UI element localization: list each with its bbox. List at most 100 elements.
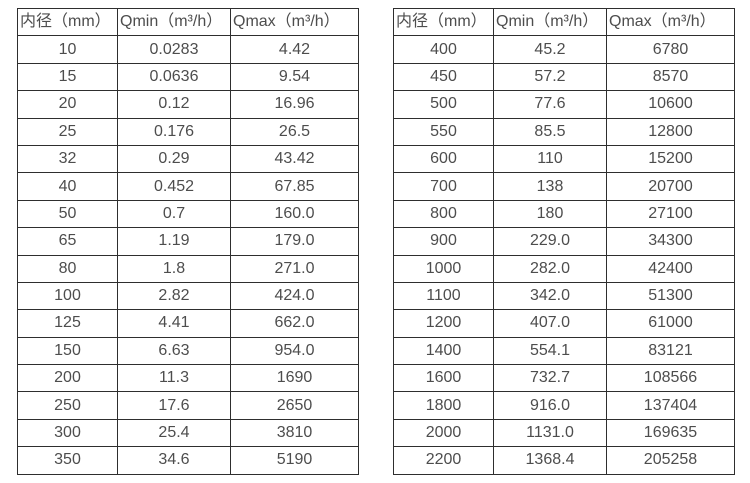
table-cell: 108566 — [606, 364, 735, 393]
header-row: 内径（mm） Qmin（m³/h） Qmax（m³/h） — [393, 7, 735, 37]
table-cell: 100 — [17, 281, 118, 311]
table-cell: 20700 — [606, 172, 735, 201]
table-cell: 65 — [17, 227, 118, 256]
table-cell: 5190 — [230, 446, 359, 475]
table-cell: 424.0 — [230, 281, 359, 311]
table-cell: 271.0 — [230, 254, 359, 283]
table-row: 125 4.41 662.0 — [17, 309, 359, 338]
table-row: 50 0.7 160.0 — [17, 199, 359, 229]
table-cell: 0.7 — [117, 199, 231, 229]
table-cell: 150 — [17, 336, 118, 366]
table-cell: 10600 — [606, 90, 735, 119]
table-cell: 282.0 — [493, 254, 607, 283]
table-cell: 12800 — [606, 117, 735, 146]
table-cell: 34300 — [606, 227, 735, 256]
table-row: 15 0.0636 9.54 — [17, 62, 359, 92]
table-row: 900 229.0 34300 — [393, 227, 735, 256]
table-cell: 954.0 — [230, 336, 359, 366]
table-row: 800 180 27100 — [393, 199, 735, 229]
table-cell: 83121 — [606, 336, 735, 366]
table-cell: 85.5 — [493, 117, 607, 146]
table-cell: 800 — [393, 199, 494, 229]
table-cell: 342.0 — [493, 281, 607, 311]
table-cell: 700 — [393, 172, 494, 201]
table-cell: 1000 — [393, 254, 494, 283]
table-cell: 25.4 — [117, 418, 231, 448]
table-cell: 300 — [17, 418, 118, 448]
table-cell: 2650 — [230, 391, 359, 420]
table-cell: 8570 — [606, 62, 735, 92]
table-cell: 6.63 — [117, 336, 231, 366]
table-cell: 1.8 — [117, 254, 231, 283]
table-row: 700 138 20700 — [393, 172, 735, 201]
table-row: 2200 1368.4 205258 — [393, 446, 735, 475]
table-cell: 350 — [17, 446, 118, 475]
table-cell: 200 — [17, 364, 118, 393]
table-row: 1600 732.7 108566 — [393, 364, 735, 393]
table-row: 150 6.63 954.0 — [17, 336, 359, 366]
table-cell: 4.42 — [230, 35, 359, 64]
table-row: 400 45.2 6780 — [393, 35, 735, 64]
header-row: 内径（mm） Qmin（m³/h） Qmax（m³/h） — [17, 7, 359, 37]
table-row: 1400 554.1 83121 — [393, 336, 735, 366]
table-cell: 45.2 — [493, 35, 607, 64]
table-cell: 1690 — [230, 364, 359, 393]
table-cell: 229.0 — [493, 227, 607, 256]
header-cell: Qmin（m³/h） — [493, 7, 607, 37]
table-cell: 15 — [17, 62, 118, 92]
table-row: 250 17.6 2650 — [17, 391, 359, 420]
table-cell: 137404 — [606, 391, 735, 420]
table-cell: 15200 — [606, 144, 735, 174]
table-row: 300 25.4 3810 — [17, 418, 359, 448]
table-row: 10 0.0283 4.42 — [17, 35, 359, 64]
table-cell: 20 — [17, 90, 118, 119]
table-row: 500 77.6 10600 — [393, 90, 735, 119]
table-cell: 43.42 — [230, 144, 359, 174]
table-cell: 51300 — [606, 281, 735, 311]
table-row: 1000 282.0 42400 — [393, 254, 735, 283]
table-cell: 180 — [493, 199, 607, 229]
table-cell: 6780 — [606, 35, 735, 64]
table-cell: 400 — [393, 35, 494, 64]
table-cell: 600 — [393, 144, 494, 174]
table-cell: 0.29 — [117, 144, 231, 174]
table-cell: 4.41 — [117, 309, 231, 338]
table-cell: 1.19 — [117, 227, 231, 256]
table-row: 550 85.5 12800 — [393, 117, 735, 146]
table-row: 450 57.2 8570 — [393, 62, 735, 92]
table-row: 200 11.3 1690 — [17, 364, 359, 393]
table-cell: 1800 — [393, 391, 494, 420]
table-row: 40 0.452 67.85 — [17, 172, 359, 201]
table-cell: 42400 — [606, 254, 735, 283]
table-cell: 250 — [17, 391, 118, 420]
table-cell: 27100 — [606, 199, 735, 229]
table-cell: 11.3 — [117, 364, 231, 393]
table-cell: 17.6 — [117, 391, 231, 420]
table-cell: 1200 — [393, 309, 494, 338]
table-row: 1200 407.0 61000 — [393, 309, 735, 338]
table-cell: 50 — [17, 199, 118, 229]
table-cell: 662.0 — [230, 309, 359, 338]
table-body: 10 0.0283 4.42 15 0.0636 9.54 20 0.12 16.96 25 0.1… — [17, 35, 359, 475]
table-cell: 125 — [17, 309, 118, 338]
table-cell: 0.12 — [117, 90, 231, 119]
table-cell: 1400 — [393, 336, 494, 366]
flow-spec-tables: 内径（mm） Qmin（m³/h） Qmax（m³/h） 10 0.0283 4.42 1… — [17, 7, 735, 475]
table-header: 内径（mm） Qmin（m³/h） Qmax（m³/h） — [393, 7, 735, 37]
table-cell: 34.6 — [117, 446, 231, 475]
table-cell: 2000 — [393, 418, 494, 448]
table-cell: 67.85 — [230, 172, 359, 201]
table-header: 内径（mm） Qmin（m³/h） Qmax（m³/h） — [17, 7, 359, 37]
table-cell: 900 — [393, 227, 494, 256]
header-cell: Qmax（m³/h） — [230, 7, 359, 37]
table-cell: 160.0 — [230, 199, 359, 229]
header-cell: Qmax（m³/h） — [606, 7, 735, 37]
table-cell: 450 — [393, 62, 494, 92]
table-cell: 26.5 — [230, 117, 359, 146]
table-cell: 40 — [17, 172, 118, 201]
table-cell: 732.7 — [493, 364, 607, 393]
table-cell: 550 — [393, 117, 494, 146]
table-cell: 1131.0 — [493, 418, 607, 448]
table-cell: 0.176 — [117, 117, 231, 146]
table-cell: 500 — [393, 90, 494, 119]
